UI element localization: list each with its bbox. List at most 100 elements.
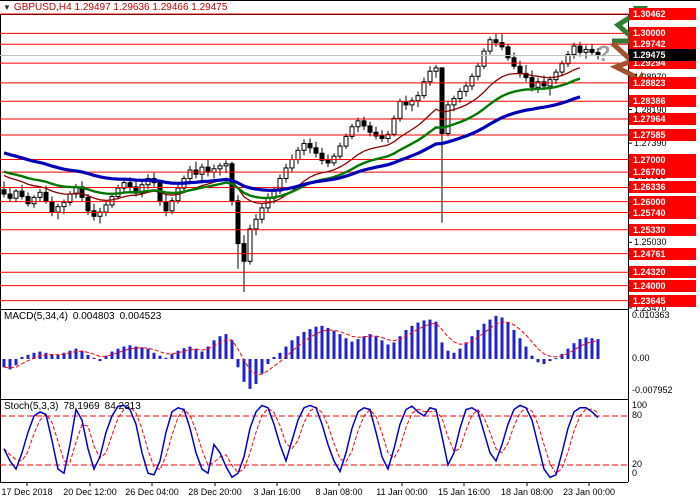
candle-body — [487, 39, 493, 52]
candle-body — [91, 210, 97, 217]
candle-body — [373, 131, 379, 137]
symbol-dropdown-icon[interactable]: ▼ — [3, 3, 11, 12]
candle-body — [307, 143, 313, 149]
macd-bar — [560, 354, 564, 359]
candle-body — [475, 65, 481, 77]
macd-bar — [254, 359, 258, 384]
macd-bar — [512, 329, 516, 359]
stoch-k-line — [3, 404, 599, 479]
macd-bar — [92, 357, 96, 359]
candle-body — [1, 189, 7, 195]
candle-body — [379, 135, 385, 140]
candle-body — [49, 201, 55, 213]
candle-body — [199, 166, 205, 175]
macd-bar — [488, 319, 492, 359]
macd-bar — [338, 334, 342, 359]
macd-bar — [464, 342, 468, 359]
candle-body — [517, 65, 523, 74]
macd-bar — [26, 354, 30, 359]
macd-bar — [8, 359, 12, 370]
macd-bar — [398, 336, 402, 359]
macd-bar — [362, 336, 366, 359]
candle-body — [217, 165, 223, 170]
macd-bar — [194, 348, 198, 359]
symbol-timeframe-label: GBPUSD,H4 — [13, 2, 72, 13]
macd-bar — [416, 322, 420, 359]
macd-bar — [164, 357, 168, 359]
candle-body — [439, 67, 445, 134]
candle-body — [7, 193, 13, 199]
candle-body — [319, 152, 325, 161]
candle-body — [43, 191, 49, 203]
macd-bar — [182, 348, 186, 359]
macd-bar — [278, 352, 282, 359]
candle-body — [61, 201, 67, 208]
candle-body — [343, 135, 349, 147]
macd-bar — [386, 344, 390, 359]
candle-body — [103, 204, 109, 213]
candle-body — [25, 196, 31, 205]
macd-indicator-label: MACD(5,34,4) 0.004803 0.004523 — [4, 311, 166, 322]
ma-medium-line — [3, 77, 581, 200]
down-arrow-head-icon — [634, 71, 646, 87]
macd-bar — [248, 359, 252, 389]
macd-bar — [38, 351, 42, 359]
macd-bar — [446, 350, 450, 359]
candle-body — [469, 75, 475, 87]
macd-bar — [266, 359, 270, 364]
candle-body — [187, 169, 193, 179]
candle-body — [31, 196, 37, 205]
macd-bar — [302, 332, 306, 359]
macd-bar — [524, 346, 528, 359]
candle-body — [565, 53, 571, 65]
candle-body — [367, 125, 373, 133]
candle-body — [109, 196, 115, 206]
macd-bar — [458, 348, 462, 359]
macd-bar — [314, 326, 318, 359]
macd-bar — [404, 329, 408, 359]
candle-body — [235, 200, 241, 245]
macd-value: 0.004803 — [72, 311, 115, 322]
candle-body — [493, 39, 499, 44]
candle-body — [283, 167, 289, 179]
macd-bar — [296, 336, 300, 359]
stoch-signal-value: 84.2313 — [104, 401, 141, 412]
macd-bar — [44, 352, 48, 359]
macd-bar — [14, 359, 18, 366]
ma-slow-line — [3, 95, 581, 192]
macd-bar — [356, 339, 360, 359]
macd-bar — [188, 346, 192, 359]
candle-body — [385, 133, 391, 140]
stochastic — [0, 404, 628, 479]
macd-bar — [350, 341, 354, 359]
candle-body — [463, 85, 469, 92]
macd-bar — [74, 348, 78, 359]
macd-bar — [584, 337, 588, 359]
macd-bar — [242, 359, 246, 382]
macd-bar — [506, 322, 510, 359]
macd-bar — [332, 330, 336, 359]
candle-body — [223, 163, 229, 167]
macd-bar — [68, 350, 72, 359]
macd-bar — [146, 348, 150, 359]
candle-body — [313, 147, 319, 154]
macd-bar — [2, 359, 6, 368]
candle-body — [409, 100, 415, 106]
macd-bar — [434, 321, 438, 359]
macd-bar — [62, 352, 66, 359]
up-scenario-arrow — [612, 8, 643, 44]
time-axis-ticks — [26, 76, 632, 486]
candle-body — [511, 57, 517, 67]
moving-averages — [3, 67, 581, 205]
macd-bar — [380, 340, 384, 359]
macd-signal-value: 0.004523 — [119, 311, 162, 322]
stoch-d-line — [3, 406, 599, 475]
candle-body — [247, 228, 253, 262]
candle-body — [553, 71, 559, 81]
macd-bar — [284, 346, 288, 359]
macd-bar — [578, 339, 582, 359]
candle-body — [427, 70, 433, 83]
macd-bar — [272, 356, 276, 359]
